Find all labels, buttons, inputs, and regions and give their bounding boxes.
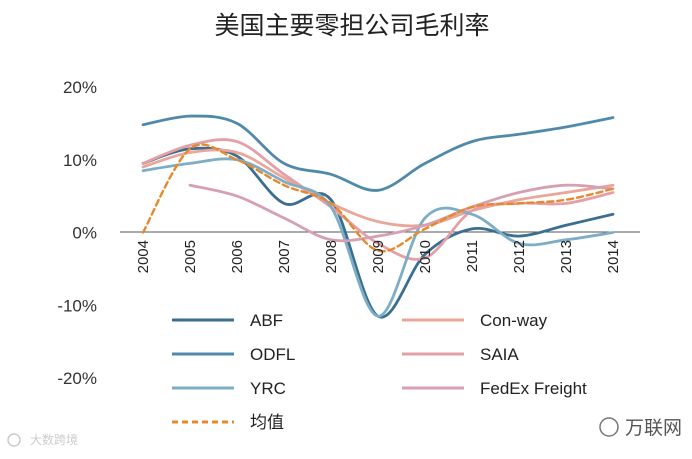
x-tick-label: 2013 — [558, 240, 575, 273]
legend: ABF Con-way ODFL SAIA YRC FedEx Freight 均值 — [172, 311, 587, 432]
watermark-left-text: 大数跨境 — [30, 432, 78, 447]
legend-label: 均值 — [250, 413, 284, 432]
series-line-4 — [141, 157, 615, 318]
legend-label: Con-way — [480, 311, 548, 330]
legend-label: ODFL — [250, 345, 295, 364]
y-tick-label: 10% — [63, 151, 97, 170]
legend-label: ABF — [250, 311, 283, 330]
watermark-logo-icon — [7, 433, 21, 447]
y-tick-label: 20% — [63, 78, 97, 97]
x-tick-label: 2012 — [511, 240, 528, 273]
wechat-icon — [599, 417, 619, 437]
y-tick-label: -20% — [57, 369, 97, 388]
watermark-right: 万联网 — [599, 417, 682, 439]
x-tick-label: 2010 — [417, 240, 434, 273]
x-tick-label: 2008 — [323, 240, 340, 273]
series-line-2 — [141, 114, 615, 192]
legend-label: SAIA — [480, 345, 519, 364]
x-tick-label: 2005 — [182, 240, 199, 273]
y-axis-ticks: 20% 10% 0% -10% -20% — [57, 78, 97, 388]
x-tick-label: 2007 — [276, 240, 293, 273]
y-tick-label: 0% — [72, 224, 97, 243]
x-tick-label: 2011 — [464, 240, 481, 272]
series-lines — [141, 114, 615, 319]
series-line-5 — [188, 183, 615, 243]
plot-area — [120, 114, 640, 319]
y-tick-label: -10% — [57, 296, 97, 315]
x-tick-label: 2009 — [370, 240, 387, 273]
x-tick-label: 2014 — [605, 240, 622, 273]
chart-title: 美国主要零担公司毛利率 — [214, 11, 489, 40]
watermark-left: 大数跨境 — [7, 432, 78, 447]
series-line-0 — [141, 146, 615, 319]
x-axis-ticks: 2004 2005 2006 2007 2008 2009 2010 2011 2012 2013… — [135, 240, 622, 273]
series-line-1 — [141, 148, 615, 228]
series-line-6 — [141, 143, 615, 253]
legend-label: FedEx Freight — [480, 379, 587, 398]
x-tick-label: 2006 — [229, 240, 246, 273]
x-tick-label: 2004 — [135, 240, 152, 273]
legend-label: YRC — [250, 379, 286, 398]
watermark-right-text: 万联网 — [625, 417, 682, 439]
